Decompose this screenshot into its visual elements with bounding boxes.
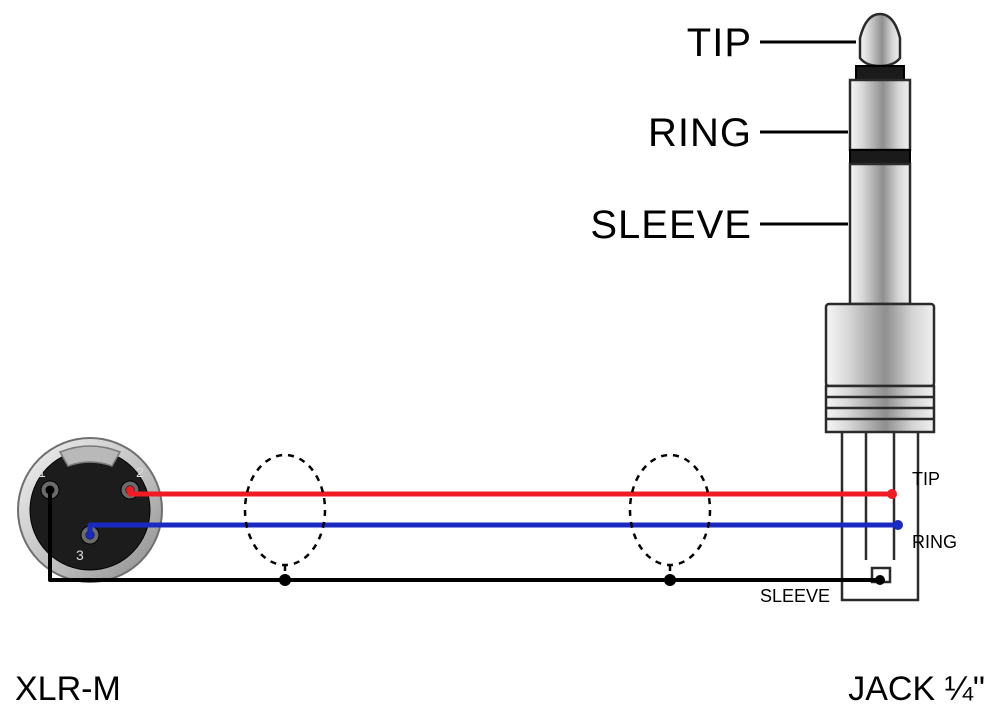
label-ring: RING	[648, 111, 752, 155]
xlr-pin-1-label: 1	[38, 464, 46, 480]
wire-hot	[130, 490, 892, 494]
shield-ellipse-1	[630, 455, 710, 565]
wiring-diagram: TIP RING SLEEVE 1 2 3 TIP RING SLEEVE XLR-…	[0, 0, 1000, 713]
label-jack-quarter: JACK ¼"	[848, 670, 985, 708]
wire-cold-start-dot	[86, 531, 94, 539]
label-sleeve: SLEEVE	[590, 203, 752, 247]
shield-ellipses	[245, 455, 710, 580]
label-tip: TIP	[687, 21, 752, 65]
trs-jack	[826, 14, 934, 600]
terminal-label-sleeve: SLEEVE	[760, 586, 830, 606]
xlr-connector: 1 2 3	[18, 438, 162, 582]
wire-hot-start-dot	[126, 486, 134, 494]
terminal-dot-ring	[893, 520, 903, 530]
terminal-dot-sleeve	[875, 575, 885, 585]
terminal-markers: TIP RING SLEEVE	[760, 469, 957, 606]
wire-shield	[50, 490, 880, 580]
shield-ellipse-0	[245, 455, 325, 565]
wire-cold	[90, 525, 898, 535]
trs-labels	[760, 42, 856, 224]
wires	[46, 486, 898, 586]
wire-shield-start-dot	[46, 486, 54, 494]
terminal-label-tip: TIP	[912, 469, 940, 489]
terminal-label-ring: RING	[912, 532, 957, 552]
terminal-dot-tip	[887, 489, 897, 499]
xlr-pin-2-label: 2	[136, 464, 144, 480]
label-xlr-m: XLR-M	[15, 670, 121, 708]
xlr-pin-3-label: 3	[76, 547, 84, 563]
